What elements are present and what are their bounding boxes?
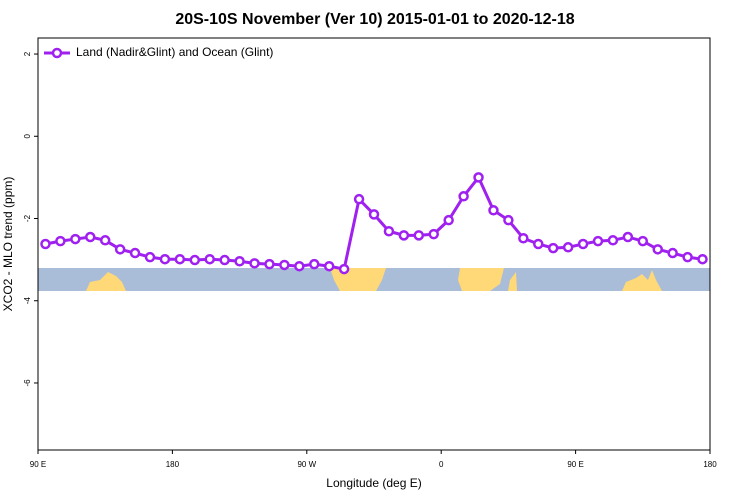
x-tick-label: 180	[703, 460, 717, 469]
x-tick-label: 180	[166, 460, 180, 469]
point	[398, 230, 410, 241]
point	[697, 253, 708, 265]
point	[607, 235, 619, 246]
point	[204, 253, 215, 265]
point	[159, 253, 171, 265]
point	[637, 235, 649, 247]
point	[129, 247, 141, 259]
x-tick-label: 90 E	[567, 460, 583, 469]
point	[428, 228, 439, 240]
y-axis-label: XCO2 - MLO trend (ppm)	[1, 177, 15, 312]
point	[55, 235, 66, 247]
point	[503, 214, 514, 226]
point	[309, 258, 320, 270]
point	[144, 251, 156, 263]
map-strip	[38, 268, 710, 291]
point	[488, 205, 499, 216]
point	[189, 254, 201, 266]
y-tick-label: -4	[23, 297, 32, 305]
point	[547, 242, 559, 254]
chart-title: 20S-10S November (Ver 10) 2015-01-01 to …	[175, 11, 574, 28]
plot-frame	[37, 37, 711, 451]
point	[99, 235, 111, 246]
point	[562, 242, 574, 253]
point	[114, 244, 126, 255]
series-line	[45, 174, 703, 271]
point	[368, 209, 380, 220]
y-tick-label: 0	[23, 133, 32, 138]
point	[85, 231, 96, 243]
point	[622, 231, 634, 243]
point	[249, 258, 260, 269]
point	[682, 251, 693, 263]
point	[174, 253, 186, 265]
point	[652, 244, 663, 255]
x-tick-label: 90 E	[30, 460, 46, 469]
point	[294, 260, 305, 272]
point	[473, 172, 484, 183]
legend-label: Land (Nadir&Glint) and Ocean (Glint)	[76, 45, 273, 59]
point	[264, 258, 275, 270]
point	[40, 238, 51, 250]
point	[323, 260, 335, 272]
legend-marker	[51, 47, 63, 59]
point	[279, 259, 290, 271]
point	[234, 256, 245, 267]
point	[70, 233, 81, 245]
x-tick-label: 90 W	[297, 460, 316, 469]
x-tick-label: 0	[439, 460, 444, 469]
y-tick-label: 2	[23, 51, 32, 56]
point	[577, 238, 589, 250]
point	[383, 226, 395, 237]
point	[518, 232, 529, 244]
point	[533, 238, 544, 250]
point	[443, 214, 454, 226]
point	[353, 193, 365, 205]
point	[592, 235, 604, 247]
y-tick-label: -6	[23, 379, 32, 387]
point	[338, 263, 350, 275]
point	[458, 191, 469, 202]
y-tick-label: -2	[23, 214, 32, 222]
legend: Land (Nadir&Glint) and Ocean (Glint)	[44, 45, 273, 59]
x-axis-label: Longitude (deg E)	[326, 476, 421, 490]
point	[413, 230, 425, 241]
point	[219, 254, 230, 266]
point	[667, 247, 678, 259]
